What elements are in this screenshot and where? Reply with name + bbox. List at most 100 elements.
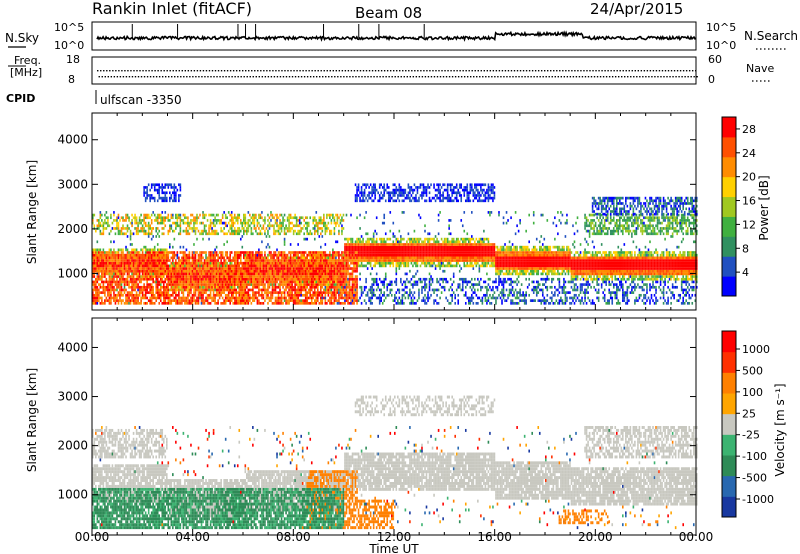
power-cell	[295, 264, 298, 268]
power-cell	[159, 291, 162, 294]
power-cell	[276, 269, 278, 273]
power-cell	[167, 277, 170, 281]
power-cell	[131, 243, 133, 246]
power-cell	[215, 259, 218, 262]
power-cell	[197, 291, 200, 294]
power-cell	[318, 280, 321, 284]
power-cell	[244, 277, 247, 281]
power-cell	[129, 261, 132, 265]
power-cell	[342, 283, 345, 286]
power-cell	[238, 301, 241, 305]
nave-point	[627, 76, 629, 78]
power-cell	[394, 248, 396, 252]
power-cell	[185, 221, 188, 225]
power-cell	[276, 248, 278, 252]
power-cell	[98, 227, 100, 230]
power-cell	[122, 272, 124, 276]
power-cell	[223, 256, 225, 260]
power-cell	[150, 283, 153, 286]
nave-point	[291, 76, 294, 78]
power-cell	[199, 277, 201, 281]
freq-point	[510, 70, 513, 72]
power-cell	[92, 275, 94, 278]
power-cell	[202, 277, 204, 281]
power-cell	[377, 253, 379, 257]
nave-point	[608, 76, 611, 78]
power-cell	[176, 280, 179, 284]
power-cell	[323, 267, 325, 270]
power-cell	[229, 219, 232, 222]
power-cell	[178, 269, 180, 273]
power-cell	[353, 264, 355, 268]
power-cell	[350, 245, 352, 249]
power-cell	[394, 259, 396, 262]
nave-point	[409, 76, 412, 78]
power-cell	[128, 283, 130, 286]
power-cell	[230, 296, 233, 300]
power-cell	[348, 253, 351, 257]
power-cell	[286, 229, 289, 233]
power-cell	[173, 251, 176, 254]
power-cell	[375, 253, 378, 257]
power-cell	[289, 261, 292, 265]
power-cell	[96, 301, 99, 305]
power-cell	[277, 293, 280, 297]
power-cell	[324, 232, 327, 236]
power-cell	[152, 269, 154, 273]
power-cell	[161, 199, 164, 203]
power-cell	[229, 256, 232, 260]
power-cell	[389, 229, 392, 233]
power-cell	[155, 280, 158, 284]
power-cell	[128, 280, 130, 284]
power-cell	[221, 285, 224, 289]
power-cell	[298, 275, 301, 278]
power-cell	[348, 259, 351, 262]
power-cell	[386, 256, 389, 260]
power-cell	[170, 277, 173, 281]
power-cell	[113, 253, 115, 257]
power-cell	[167, 291, 170, 294]
power-cell	[261, 277, 263, 281]
power-cell	[113, 219, 115, 222]
power-cell	[120, 216, 123, 220]
power-cell	[329, 216, 331, 220]
power-cell	[162, 280, 165, 284]
power-cell	[172, 288, 174, 292]
power-cell	[126, 253, 129, 257]
power-cell	[236, 267, 239, 270]
power-cell	[309, 269, 312, 273]
freq-point	[127, 70, 129, 72]
power-cell	[144, 272, 147, 276]
freq-point	[142, 70, 144, 72]
power-cell	[267, 267, 269, 270]
power-cell	[101, 251, 103, 254]
power-cell	[252, 269, 254, 273]
power-cell	[238, 213, 241, 217]
power-cell	[390, 283, 393, 286]
power-cell	[243, 272, 245, 276]
power-cell	[223, 243, 225, 246]
power-cell	[203, 251, 206, 254]
power-cell	[338, 288, 340, 292]
power-cell	[383, 277, 386, 281]
power-cell	[253, 216, 256, 220]
power-cell	[229, 224, 232, 228]
power-cell	[366, 267, 369, 270]
nave-point	[198, 76, 200, 78]
power-cell	[191, 299, 194, 302]
power-cell	[105, 299, 108, 302]
power-cell	[119, 269, 121, 273]
power-cell	[102, 283, 105, 286]
power-cell	[113, 267, 115, 270]
power-cell	[238, 277, 241, 281]
power-cell	[258, 259, 260, 262]
power-cell	[220, 261, 222, 265]
power-cell	[350, 301, 352, 305]
power-cell	[280, 213, 283, 217]
power-cell	[131, 219, 133, 222]
power-cell	[184, 264, 186, 268]
power-cell	[258, 301, 260, 305]
power-cell	[274, 267, 277, 270]
power-cell	[196, 296, 198, 300]
power-cell	[152, 280, 154, 284]
